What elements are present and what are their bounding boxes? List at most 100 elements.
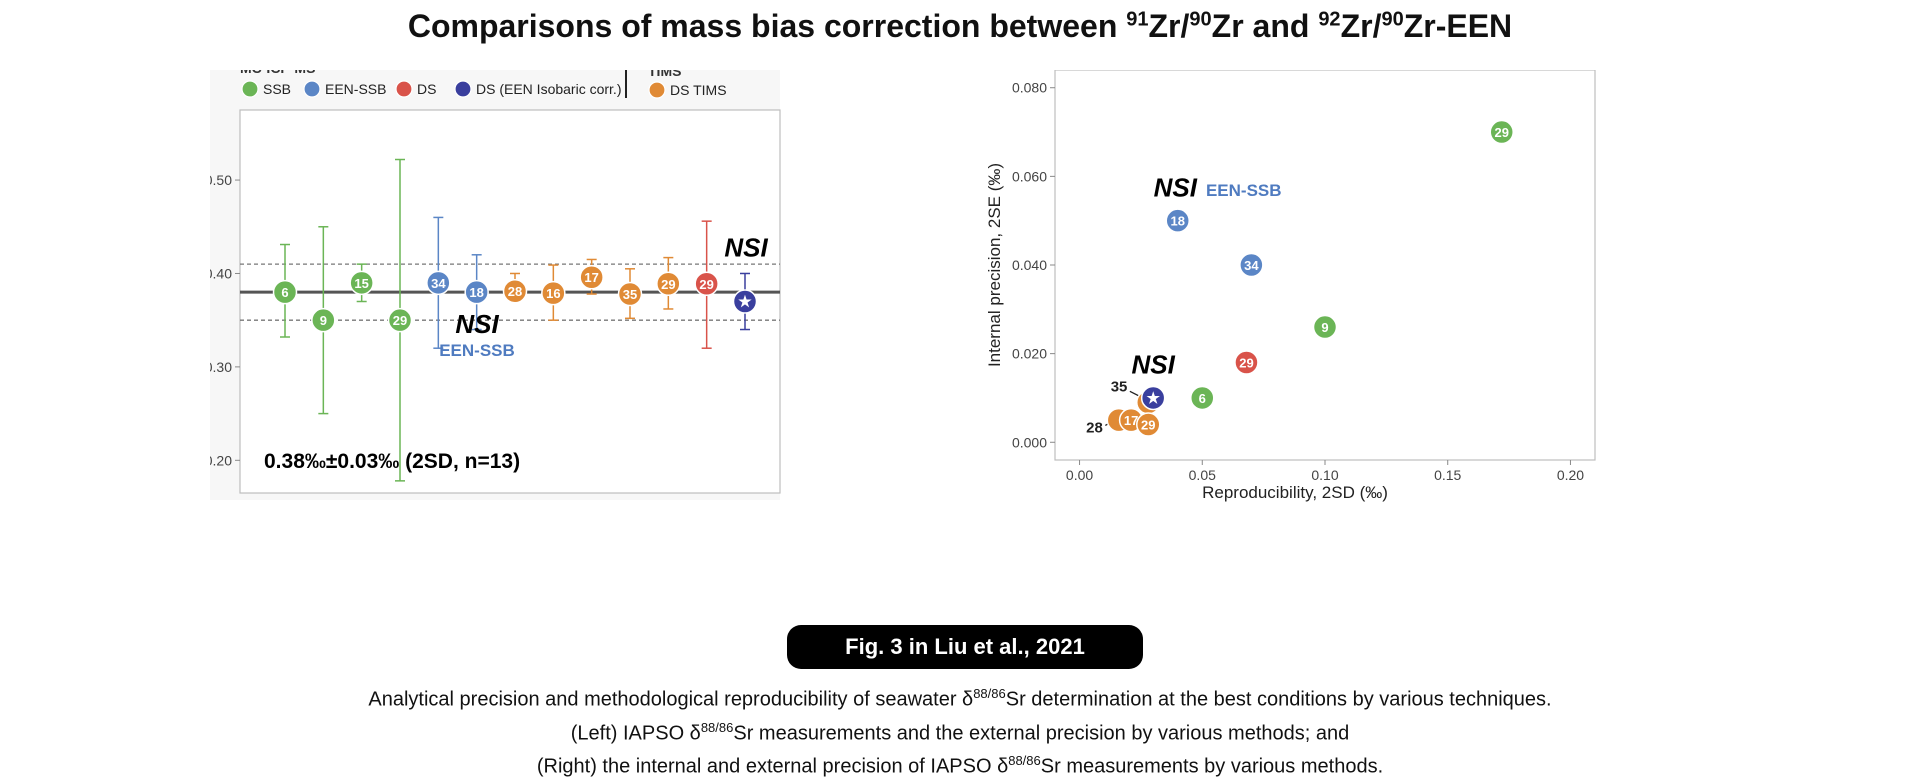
x-tick-label: 0.20 <box>1557 467 1584 483</box>
point-label: 28 <box>508 284 522 299</box>
caption-text: (Right) the internal and external precis… <box>536 755 1009 778</box>
left-chart: MC-ICP-MS SSB EEN-SSB DS DS (EEN Isobaric co… <box>174 60 781 500</box>
point-label: 9 <box>320 313 327 328</box>
data-point <box>1140 385 1166 411</box>
point-label: 29 <box>1494 125 1508 140</box>
legend-label: DS (EEN Isobaric corr.) <box>476 81 621 97</box>
legend-swatch <box>454 80 472 98</box>
data-point <box>694 271 719 297</box>
data-point <box>617 281 643 307</box>
caption-line: (Right) the internal and external precis… <box>0 747 1920 781</box>
point-label: 29 <box>393 313 407 328</box>
point-label: 18 <box>469 285 483 300</box>
caption-text: Sr measurements and the external precisi… <box>733 722 1350 745</box>
y-tick-label: 0.50 <box>210 172 232 188</box>
point-label: 9 <box>1321 320 1328 335</box>
een-ssb-annotation: EEN-SSB <box>1206 181 1282 200</box>
data-point <box>1234 350 1259 375</box>
legend-swatch <box>648 81 666 99</box>
title-sup: 92 <box>1318 8 1341 31</box>
y-tick-label: 0.080 <box>1012 80 1047 96</box>
x-axis-label: Reproducibility, 2SD (‰) <box>1202 483 1388 502</box>
point-label: 35 <box>623 287 637 302</box>
data-point <box>656 271 681 297</box>
right-chart: 0.00 0.05 0.10 0.15 0.20 0.000 0.020 0.040 0.060… <box>985 69 1596 502</box>
legend-label: DS TIMS <box>670 82 727 98</box>
title-text: Zr/ <box>1148 8 1190 44</box>
data-point <box>387 307 413 333</box>
data-point <box>1165 208 1190 233</box>
title-sup: 91 <box>1126 8 1149 31</box>
x-tick-label: 0.05 <box>1189 467 1216 483</box>
caption-line: Analytical precision and methodological … <box>0 680 1920 714</box>
y-tick-label: 0.20 <box>210 452 232 468</box>
caption-sup: 88/86 <box>1008 753 1041 769</box>
title-text: Zr and <box>1211 8 1319 44</box>
x-tick-label: 0.00 <box>1066 467 1093 483</box>
point-label: 34 <box>1244 258 1259 273</box>
caption-text: (Left) IAPSO δ <box>570 722 701 745</box>
stat-summary: 0.38‰±0.03‰ (2SD, n=13) <box>264 450 520 473</box>
legend-label: SSB <box>263 81 291 97</box>
data-point <box>272 279 298 305</box>
data-point <box>1239 252 1264 278</box>
legend-swatch <box>395 80 413 98</box>
data-point <box>349 270 374 296</box>
left-chart-panel: MC-ICP-MS SSB EEN-SSB DS DS (EEN Isobaric co… <box>174 60 980 625</box>
point-label: 16 <box>546 286 560 301</box>
title-text: Zr/ <box>1340 8 1382 44</box>
figure-badge: Fig. 3 in Liu et al., 2021 <box>787 625 1143 669</box>
data-point <box>541 280 566 306</box>
x-tick-label: 0.10 <box>1311 467 1338 483</box>
title-sup: 90 <box>1381 8 1404 31</box>
y-tick-label: 0.40 <box>210 265 232 281</box>
legend-label: DS <box>417 81 436 97</box>
y-tick-label: 0.000 <box>1012 434 1047 450</box>
caption-text: Sr determination at the best conditions … <box>1005 688 1552 711</box>
figure-caption: Analytical precision and methodological … <box>0 680 1920 781</box>
legend-swatch <box>303 80 321 98</box>
data-point <box>311 307 336 333</box>
nsi-annotation: NSI <box>1132 350 1176 380</box>
point-label: 29 <box>1141 418 1155 433</box>
data-point <box>1489 119 1514 145</box>
data-point <box>732 289 758 314</box>
data-point <box>1312 314 1338 340</box>
data-point <box>579 264 604 290</box>
nsi-annotation: NSI <box>1154 172 1198 202</box>
point-label: 18 <box>1170 214 1184 229</box>
callout-label: 35 <box>1111 378 1128 395</box>
plot-area <box>1054 69 1596 461</box>
caption-sup: 88/86 <box>700 719 734 735</box>
legend-title: MC-ICP-MS <box>240 70 315 76</box>
y-tick-label: 0.060 <box>1012 168 1047 184</box>
right-chart-panel: 0.00 0.05 0.10 0.15 0.20 0.000 0.020 0.040 0.060… <box>960 69 1740 625</box>
title-text: Zr-EEN <box>1403 8 1513 44</box>
point-label: 6 <box>281 285 288 300</box>
title-sup: 90 <box>1189 8 1212 31</box>
point-label: 17 <box>584 270 598 285</box>
caption-line: (Left) IAPSO δ88/86Sr measurements and t… <box>0 714 1920 748</box>
y-tick-label: 0.30 <box>210 359 232 375</box>
y-tick-label: 0.020 <box>1012 346 1047 362</box>
point-label: 17 <box>1124 413 1138 428</box>
point-label: 6 <box>1199 391 1206 406</box>
point-label: 29 <box>661 277 675 292</box>
een-ssb-annotation: EEN-SSB <box>439 341 515 360</box>
legend-label: EEN-SSB <box>325 81 386 97</box>
data-point <box>426 270 451 296</box>
data-point <box>1190 385 1215 411</box>
page-title: Comparisons of mass bias correction betw… <box>0 8 1920 45</box>
point-label: 15 <box>354 276 368 291</box>
legend-title: TIMS <box>648 70 681 79</box>
nsi-annotation: NSI <box>724 233 768 263</box>
point-label: 34 <box>431 276 446 291</box>
data-point <box>502 278 528 304</box>
point-label: ★ <box>1146 390 1160 407</box>
caption-sup: 88/86 <box>973 686 1006 701</box>
data-point <box>1136 412 1161 437</box>
callout-label: 28 <box>1086 420 1103 437</box>
legend-swatch <box>241 80 259 98</box>
caption-text: Sr measurements by various methods. <box>1040 755 1384 778</box>
data-point <box>464 279 489 305</box>
